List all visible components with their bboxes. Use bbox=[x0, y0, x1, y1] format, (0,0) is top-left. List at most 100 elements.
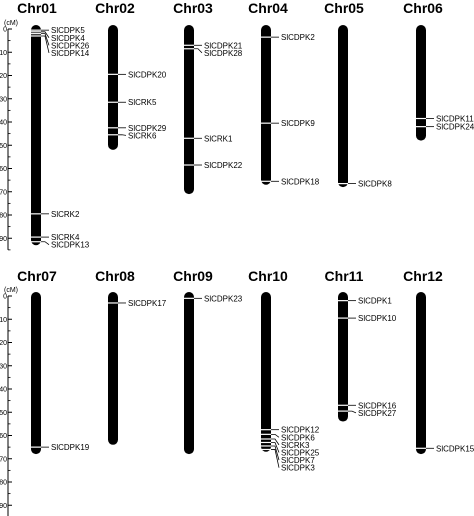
scale-tick-label: 20 bbox=[0, 73, 7, 80]
chromosome-title: Chr05 bbox=[324, 0, 364, 16]
gene-label: SlCRK4 bbox=[51, 233, 80, 242]
scale-tick-label: 50 bbox=[0, 143, 7, 150]
chromosome-chr05: Chr05 SlCDPK8 bbox=[324, 0, 392, 189]
scale-tick-label: 20 bbox=[0, 340, 7, 347]
gene-label: SlCDPK28 bbox=[204, 49, 243, 58]
gene-leader-line bbox=[41, 31, 50, 38]
gene-label: SlCDPK14 bbox=[51, 49, 90, 58]
gene-label: SlCDPK19 bbox=[51, 443, 90, 452]
scale-tick-label: 90 bbox=[0, 503, 7, 510]
gene-leader-line bbox=[271, 438, 280, 446]
chromosome-title: Chr03 bbox=[173, 0, 213, 16]
scale-tick-label: 70 bbox=[0, 456, 7, 463]
gene-label: SlCDPK6 bbox=[281, 433, 315, 442]
chromosome-bar bbox=[338, 25, 348, 188]
gene-label: SlCDPK5 bbox=[51, 26, 85, 35]
gene-label: SlCDPK9 bbox=[281, 119, 315, 128]
gene-leader-line bbox=[348, 410, 357, 414]
chromosome-bar bbox=[184, 25, 194, 195]
gene-leader-line bbox=[271, 445, 280, 461]
gene-label: SlCDPK18 bbox=[281, 177, 320, 186]
scale-tick-label: 50 bbox=[0, 410, 7, 417]
gene-label: SlCDPK16 bbox=[358, 401, 397, 410]
chromosome-title: Chr10 bbox=[248, 268, 288, 284]
gene-label: SlCDPK17 bbox=[128, 299, 167, 308]
chromosome-bar bbox=[108, 292, 118, 445]
scale-tick-label: 80 bbox=[0, 213, 7, 220]
gene-label: SlCDPK2 bbox=[281, 33, 315, 42]
panel-1: (cM)0102030405060708090Chr01SlCDPK5SlCDP… bbox=[0, 0, 474, 251]
gene-label: SlCDPK1 bbox=[358, 297, 392, 306]
scale-axis: (cM)0 10 20 30 40 50 60 70 80 90 bbox=[0, 287, 18, 516]
gene-leader-line bbox=[271, 442, 280, 453]
chromosome-bar bbox=[416, 25, 426, 141]
scale-tick-label: 10 bbox=[0, 317, 7, 324]
gene-label: SlCDPK26 bbox=[51, 41, 90, 50]
gene-label: SlCDPK11 bbox=[436, 115, 474, 124]
gene-leader-line bbox=[194, 48, 203, 54]
scale-unit-label: (cM) bbox=[4, 287, 18, 294]
scale-tick-label: 0 bbox=[3, 27, 7, 34]
scale-tick-label: 70 bbox=[0, 189, 7, 196]
gene-label: SlCDPK24 bbox=[436, 123, 474, 132]
gene-label: SlCDPK3 bbox=[281, 464, 315, 473]
scale-tick-label: 90 bbox=[0, 236, 7, 243]
gene-label: SlCDPK27 bbox=[358, 409, 397, 418]
scale-tick-label: 0 bbox=[3, 294, 7, 301]
chromosome-chr04: Chr04 SlCDPK2 SlCDPK9 SlCDPK18 bbox=[248, 0, 320, 186]
chromosome-chr10: Chr10SlCDPK12SlCDPK6SlCRK3SlCDPK25SlCDPK… bbox=[248, 268, 320, 473]
gene-leader-line bbox=[271, 433, 280, 438]
chromosome-chr07: Chr07 SlCDPK19 bbox=[17, 268, 90, 455]
chromosome-bar bbox=[31, 292, 41, 455]
chromosome-bar bbox=[261, 292, 271, 452]
gene-label: SlCDPK29 bbox=[128, 124, 167, 133]
chromosome-chr09: Chr09 SlCDPK23 bbox=[173, 268, 243, 455]
gene-leader-line bbox=[41, 35, 50, 54]
scale-tick-label: 10 bbox=[0, 50, 7, 57]
gene-label: SlCDPK21 bbox=[204, 41, 243, 50]
chromosome-title: Chr02 bbox=[95, 0, 135, 16]
gene-label: SlCDPK13 bbox=[51, 241, 90, 250]
gene-label: SlCDPK15 bbox=[436, 444, 474, 453]
gene-leader-line bbox=[271, 449, 280, 468]
gene-label: SlCDPK25 bbox=[281, 448, 320, 457]
gene-label: SlCRK5 bbox=[128, 98, 157, 107]
gene-leader-line bbox=[41, 33, 50, 46]
chromosome-title: Chr06 bbox=[403, 0, 443, 16]
chromosome-title: Chr08 bbox=[95, 268, 135, 284]
gene-leader-line bbox=[118, 134, 127, 136]
gene-label: SlCDPK20 bbox=[128, 70, 167, 79]
chromosome-title: Chr04 bbox=[248, 0, 288, 16]
gene-leader-line bbox=[41, 241, 50, 246]
gene-label: SlCRK6 bbox=[128, 131, 157, 140]
gene-label: SlCDPK23 bbox=[204, 294, 243, 303]
gene-label: SlCDPK12 bbox=[281, 426, 320, 435]
chromosome-title: Chr09 bbox=[173, 268, 213, 284]
gene-label: SlCDPK8 bbox=[358, 180, 392, 189]
chromosome-bar bbox=[31, 25, 41, 246]
chromosome-bar bbox=[261, 25, 271, 185]
chromosome-title: Chr11 bbox=[325, 268, 364, 284]
chromosome-bar bbox=[108, 25, 118, 150]
chromosome-bar bbox=[184, 292, 194, 455]
scale-unit-label: (cM) bbox=[4, 20, 18, 27]
gene-label: SlCRK1 bbox=[204, 134, 233, 143]
gene-label: SlCRK2 bbox=[51, 210, 80, 219]
gene-label: SlCDPK4 bbox=[51, 34, 85, 43]
scale-tick-label: 40 bbox=[0, 387, 7, 394]
chromosome-title: Chr07 bbox=[17, 268, 57, 284]
scale-tick-label: 80 bbox=[0, 480, 7, 487]
gene-label: SlCDPK22 bbox=[204, 161, 243, 170]
chromosome-bar bbox=[338, 292, 348, 422]
scale-tick-label: 60 bbox=[0, 433, 7, 440]
gene-label: SlCDPK7 bbox=[281, 456, 315, 465]
panel-2: (cM)0102030405060708090Chr07SlCDPK19Chr0… bbox=[0, 268, 474, 516]
chromosome-chr08: Chr08 SlCDPK17 bbox=[95, 268, 167, 445]
chromosome-chr12: Chr12 SlCDPK15 bbox=[403, 268, 474, 455]
